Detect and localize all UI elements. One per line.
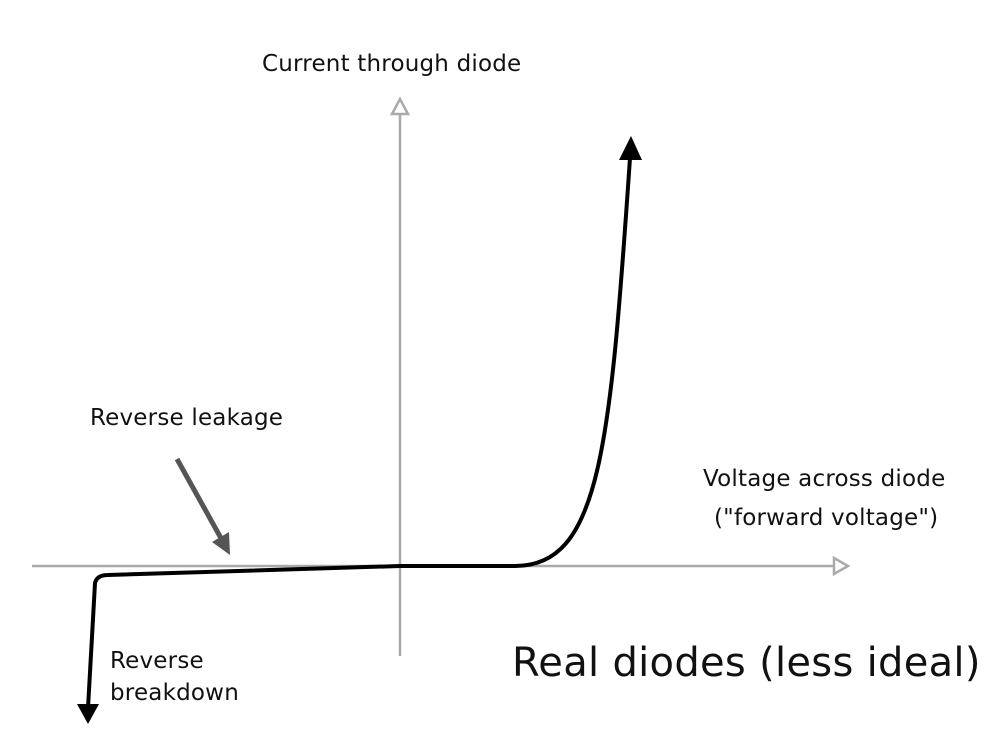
leakage-pointer-line [174,457,225,542]
y-axis-label: Current through diode [262,51,522,77]
breakdown-current-arrowhead [77,704,99,724]
iv-curve [86,156,632,710]
reverse-leakage-annotation: Reverse leakage [90,405,284,431]
leakage-pointer-arrowhead [212,532,230,555]
x-axis-label-line2: ("forward voltage") [714,505,939,531]
forward-current-arrowhead [619,136,642,160]
y-axis-arrowhead [389,96,411,116]
diagram-title: Real diodes (less ideal) [512,640,981,686]
reverse-breakdown-annotation-line1: Reverse [110,648,204,674]
x-axis-label-line1: Voltage across diode [703,466,946,492]
reverse-breakdown-annotation-line2: breakdown [110,680,239,706]
x-axis-arrowhead [832,555,851,577]
